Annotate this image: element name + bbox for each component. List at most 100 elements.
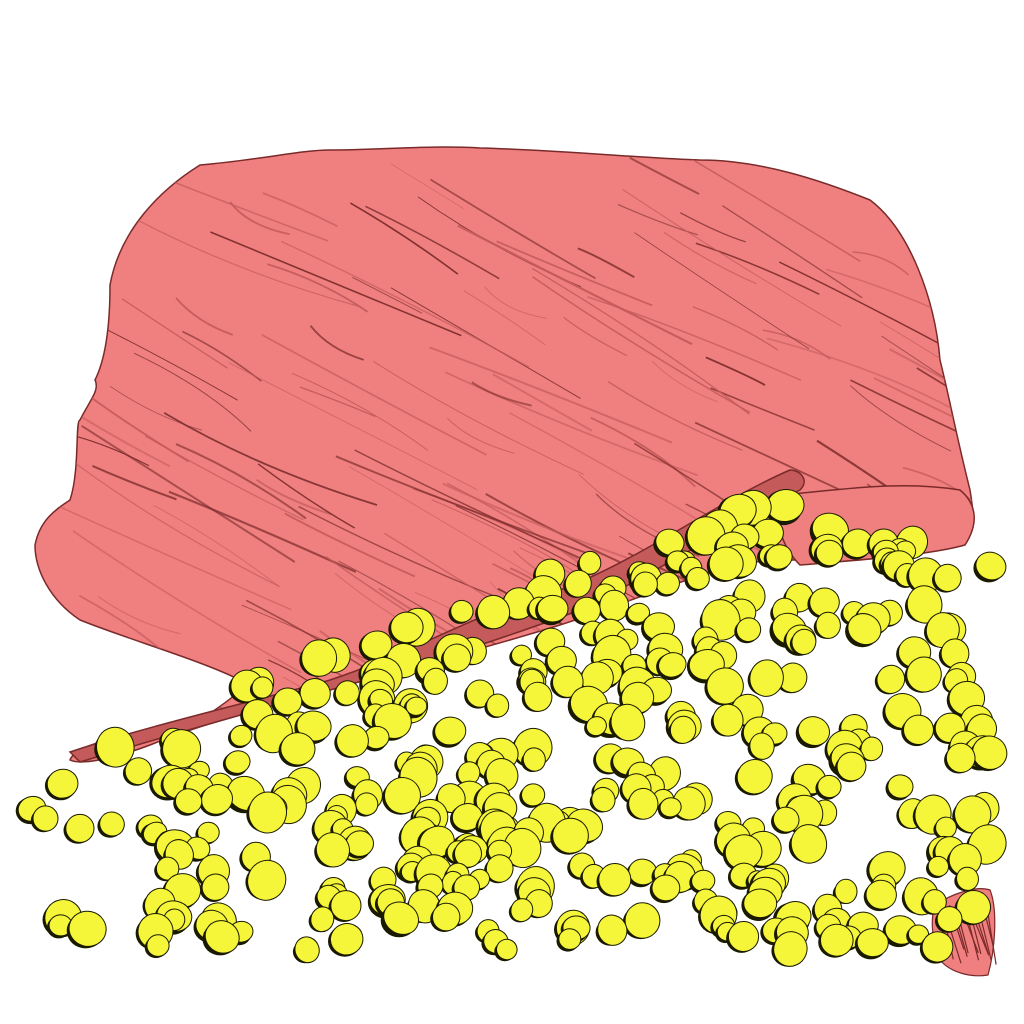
fiber-strand	[722, 205, 863, 299]
vesicle	[448, 599, 474, 624]
fiber-strand	[72, 530, 302, 674]
fiber-strand	[705, 356, 766, 386]
vesicle	[970, 735, 1008, 772]
vesicle	[649, 874, 681, 904]
vesicle	[904, 656, 942, 693]
vesicle	[818, 923, 854, 958]
fiber-strand	[850, 379, 973, 459]
vesicle	[308, 906, 335, 933]
fiber-strand	[348, 465, 554, 589]
fiber-strand	[910, 204, 973, 285]
vesicle	[813, 611, 841, 639]
vesicle	[726, 920, 760, 953]
vesicle	[954, 866, 979, 892]
vesicle	[509, 644, 532, 667]
fiber-strand	[691, 158, 861, 263]
fiber-strand	[257, 463, 356, 529]
vesicle	[556, 928, 582, 952]
vesicle	[328, 923, 364, 957]
vesicle	[380, 901, 420, 938]
fiber-strand	[81, 424, 296, 563]
vesicle	[901, 714, 934, 747]
fiber-strand	[365, 205, 500, 280]
fiber-strand	[267, 263, 369, 313]
vesicle-cloud[interactable]	[15, 487, 1013, 971]
vesicle	[954, 889, 991, 926]
vesicle	[508, 898, 534, 923]
fiber-strand	[51, 445, 280, 587]
vesicle	[246, 791, 288, 834]
vesicle	[563, 569, 592, 598]
vesicle	[430, 902, 461, 932]
vesicle	[626, 858, 658, 888]
vesicle	[845, 613, 882, 648]
vesicle	[66, 910, 107, 949]
vesicle	[653, 571, 680, 597]
vesicle	[450, 803, 483, 834]
fiber-strand	[67, 178, 133, 214]
vesicle	[734, 758, 773, 796]
vesicle	[328, 890, 362, 922]
fiber-strand	[663, 231, 757, 285]
fiber-strand	[299, 386, 376, 418]
vesicle	[815, 774, 842, 800]
fiber-strand	[471, 381, 532, 407]
vesicle	[795, 716, 831, 749]
fiber-strand	[607, 381, 743, 451]
vesicle	[741, 888, 778, 921]
fiber-strand	[463, 290, 546, 346]
vesicle	[464, 679, 495, 709]
fiber-strand	[280, 240, 530, 368]
vesicle	[421, 667, 448, 695]
fiber-strand	[587, 296, 802, 381]
vesicle	[932, 563, 962, 593]
fiber-strand	[428, 346, 673, 444]
vesicle	[388, 611, 424, 645]
vesicle	[160, 729, 202, 769]
vesicle	[199, 873, 230, 902]
vesicle	[271, 687, 303, 717]
vesicle	[706, 546, 744, 582]
vesicle	[245, 859, 287, 901]
fiber-strand	[442, 482, 633, 561]
vesicle	[144, 934, 170, 959]
fiber-strand	[902, 466, 973, 511]
vesicle	[571, 596, 601, 626]
vesicle	[597, 589, 630, 622]
vesicle	[484, 693, 510, 718]
fiber-strand	[261, 333, 488, 456]
vesicle	[299, 639, 338, 677]
vesicle	[863, 879, 897, 912]
vesicle	[358, 630, 393, 662]
vesicle	[788, 824, 828, 864]
fiber-strand	[492, 373, 593, 432]
vesicle	[622, 902, 661, 940]
vesicle	[595, 914, 628, 946]
vesicle	[973, 551, 1007, 583]
fiber-strand	[457, 224, 693, 346]
fiber-strand	[916, 367, 973, 499]
fiber-strand	[210, 231, 462, 337]
fiber-strand	[352, 276, 423, 314]
fiber-strand	[291, 372, 429, 451]
vesicle	[173, 788, 203, 816]
fiber-strand	[766, 337, 953, 410]
vesicle	[807, 587, 840, 619]
fiber-strand	[679, 212, 746, 243]
fiber-strand	[228, 362, 478, 491]
fiber-strand	[133, 352, 252, 432]
vesicle	[577, 550, 602, 575]
vesicle	[832, 878, 858, 904]
fiber-strand	[484, 286, 547, 319]
fiber-strand	[354, 449, 586, 562]
vesicle	[631, 571, 658, 598]
vesicle	[222, 750, 251, 776]
fiber-strand	[879, 321, 942, 360]
vesicle	[63, 813, 95, 844]
vesicle	[919, 931, 954, 964]
vesicle	[933, 816, 957, 840]
fiber-strand	[931, 218, 973, 250]
vesicle	[97, 811, 125, 838]
